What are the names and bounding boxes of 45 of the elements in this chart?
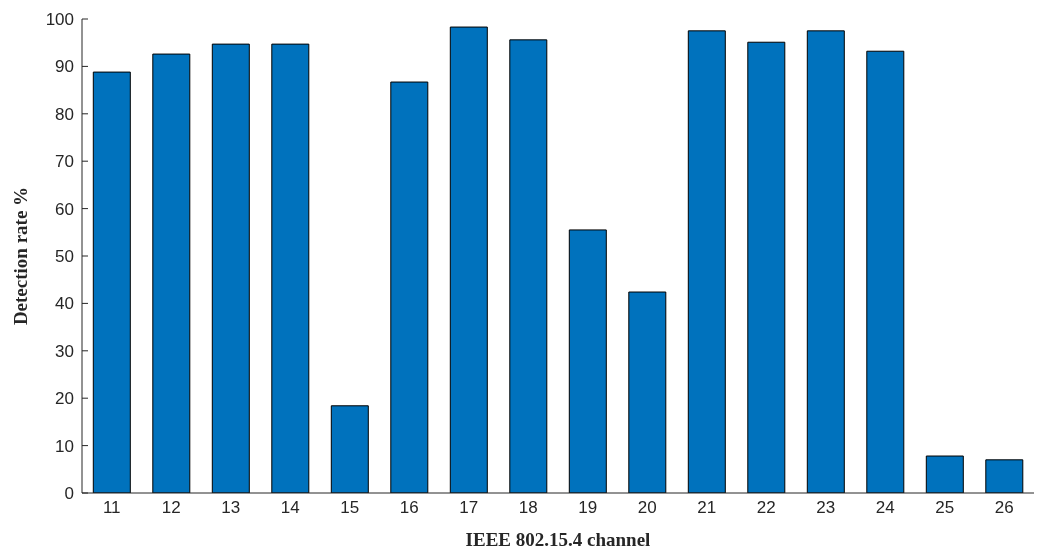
bar: [271, 43, 310, 493]
bar: [509, 39, 548, 493]
x-tick-label: 26: [994, 498, 1014, 518]
x-tick-label: 14: [280, 498, 300, 518]
x-tick-label: 13: [221, 498, 241, 518]
x-tick-label: 15: [340, 498, 360, 518]
x-tick-label: 21: [697, 498, 717, 518]
bar: [92, 71, 131, 493]
y-tick-label: 90: [55, 57, 74, 77]
x-tick-label: 12: [161, 498, 181, 518]
x-tick-label: 11: [102, 498, 121, 518]
bar: [211, 43, 250, 493]
y-tick-label: 30: [55, 341, 74, 361]
y-tick-label: 100: [45, 10, 74, 30]
y-tick-label: 60: [55, 199, 74, 219]
y-tick-label: 40: [55, 294, 74, 314]
y-tick-label: 50: [55, 247, 74, 267]
bar: [687, 30, 726, 493]
bar: [330, 405, 369, 493]
x-tick-label: 17: [459, 498, 479, 518]
y-tick-label: 0: [64, 484, 74, 504]
bar: [449, 26, 488, 493]
x-tick-label: 25: [935, 498, 955, 518]
x-tick-label: 23: [816, 498, 836, 518]
bar: [806, 30, 845, 493]
bar: [747, 41, 786, 493]
y-tick-label: 80: [55, 104, 74, 124]
bar: [925, 455, 964, 493]
y-axis-title: Detection rate %: [9, 186, 31, 326]
bar: [985, 459, 1024, 493]
bar: [568, 229, 607, 493]
x-tick-label: 20: [637, 498, 657, 518]
x-axis-title: IEEE 802.15.4 channel: [465, 529, 651, 550]
y-tick-label: 70: [55, 152, 74, 172]
x-tick-label: 24: [875, 498, 895, 518]
y-tick-label: 10: [55, 436, 74, 456]
x-tick-label: 22: [756, 498, 776, 518]
y-tick-label: 20: [55, 389, 74, 409]
x-tick-label: 19: [578, 498, 598, 518]
bar: [152, 53, 191, 493]
x-tick-label: 18: [518, 498, 538, 518]
bar: [628, 291, 667, 493]
x-tick-label: 16: [399, 498, 419, 518]
bar: [390, 81, 429, 493]
bar: [866, 50, 905, 493]
